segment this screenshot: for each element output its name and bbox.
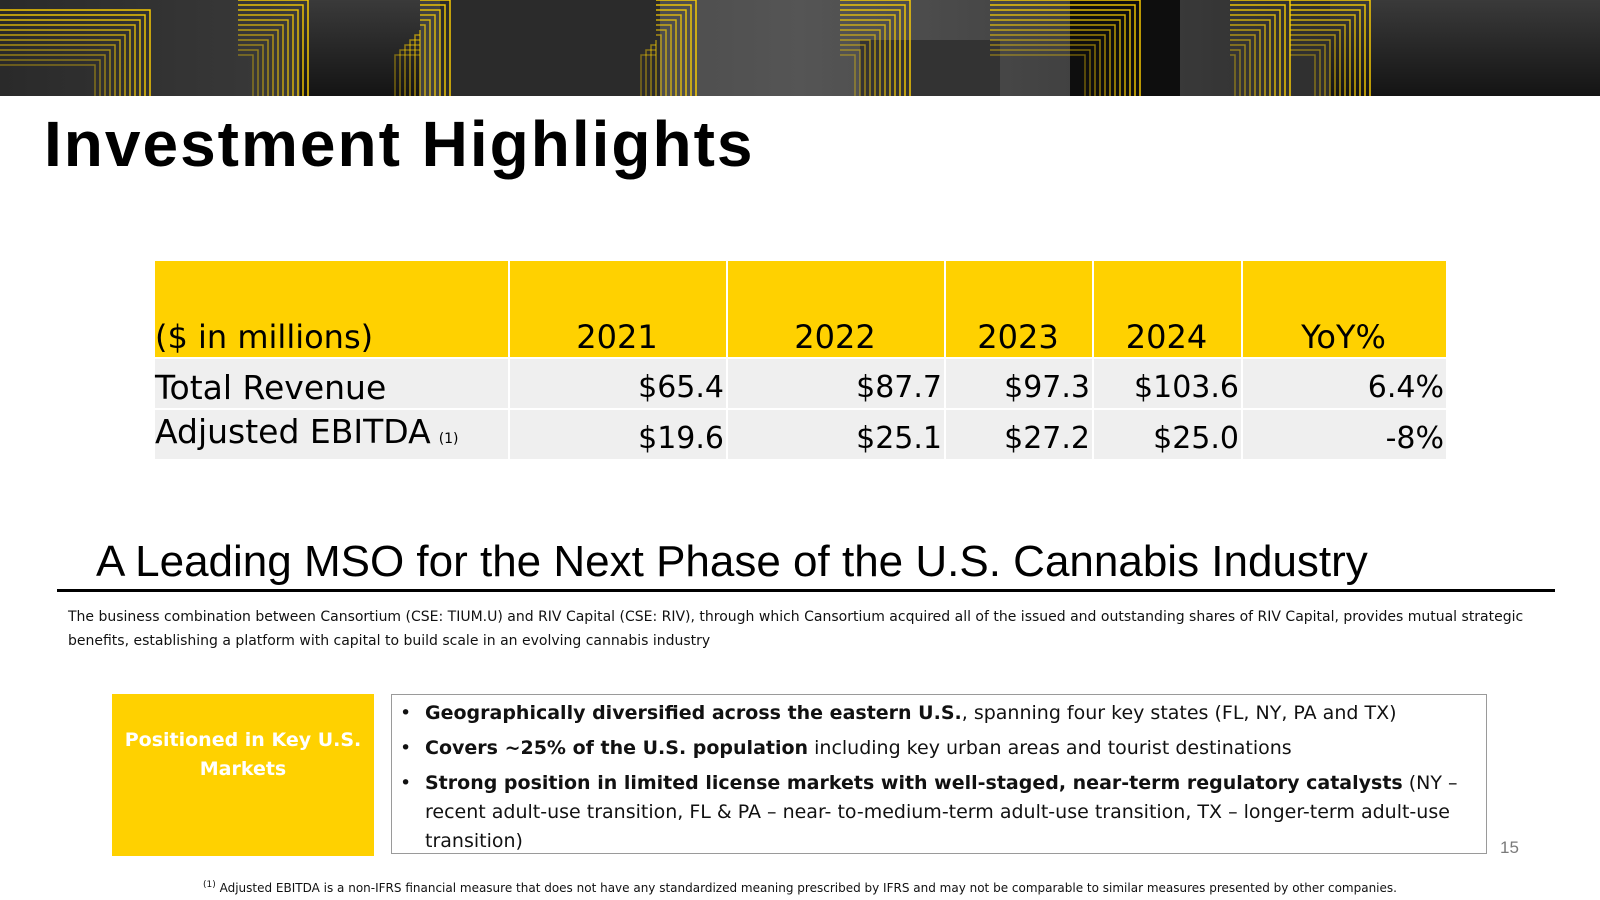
key-markets-bullets: • Geographically diversified across the … — [391, 694, 1487, 854]
bullet-bold-text: Covers ~25% of the U.S. population — [425, 737, 809, 759]
header-year-2022: 2022 — [726, 261, 945, 358]
key-markets-label-box: Positioned in Key U.S. Markets — [112, 694, 374, 856]
table-cell: $25.0 — [1092, 408, 1242, 459]
table-cell: $87.7 — [726, 357, 945, 409]
bullet-icon: • — [400, 737, 412, 759]
table-cell: $27.2 — [944, 408, 1093, 459]
key-markets-label: Positioned in Key U.S. Markets — [124, 729, 362, 780]
bullet-text: including key urban areas and tourist de… — [808, 737, 1292, 759]
header-yoy: YoY% — [1241, 261, 1446, 358]
row-label-text: Total Revenue — [155, 368, 387, 407]
footnote-text: Adjusted EBITDA is a non-IFRS financial … — [219, 881, 1397, 895]
page-number: 15 — [1500, 838, 1519, 857]
financial-summary-table: ($ in millions) 2021 2022 2023 2024 YoY%… — [155, 261, 1446, 459]
header-year-2024: 2024 — [1092, 261, 1242, 358]
row-label-text: Adjusted EBITDA — [155, 412, 431, 451]
section-heading: A Leading MSO for the Next Phase of the … — [96, 537, 1368, 586]
bullet-text: (NY – recent adult-use transition, FL & … — [425, 772, 1458, 852]
table-cell: $97.3 — [944, 357, 1093, 409]
table-cell: $103.6 — [1092, 357, 1242, 409]
table-row-adjusted-ebitda: Adjusted EBITDA (1) $19.6 $25.1 $27.2 $25… — [155, 408, 1446, 459]
header-units: ($ in millions) — [155, 261, 509, 358]
table-header-row: ($ in millions) 2021 2022 2023 2024 YoY% — [155, 261, 1446, 358]
footnote-reference: (1) — [438, 431, 459, 447]
row-label: Adjusted EBITDA (1) — [155, 408, 509, 459]
bullet-bold-text: Geographically diversified across the ea… — [425, 702, 962, 724]
list-item: • Covers ~25% of the U.S. population inc… — [398, 734, 1474, 763]
bullet-text: , spanning four key states (FL, NY, PA a… — [961, 702, 1397, 724]
row-label: Total Revenue — [155, 357, 509, 409]
table-cell: 6.4% — [1241, 357, 1446, 409]
list-item: • Geographically diversified across the … — [398, 699, 1474, 728]
section-description: The business combination between Cansort… — [68, 609, 1524, 649]
banner-pattern-image — [0, 0, 1600, 96]
page-title: Investment Highlights — [44, 108, 755, 180]
section-divider — [57, 589, 1555, 592]
header-year-2023: 2023 — [944, 261, 1093, 358]
table-cell: $25.1 — [726, 408, 945, 459]
table-cell: -8% — [1241, 408, 1446, 459]
footnote-marker: (1) — [203, 880, 216, 890]
bullet-icon: • — [400, 702, 412, 724]
table-cell: $19.6 — [508, 408, 727, 459]
bullet-bold-text: Strong position in limited license marke… — [425, 772, 1403, 794]
footnote: (1) Adjusted EBITDA is a non-IFRS financ… — [0, 877, 1600, 896]
table-row-total-revenue: Total Revenue $65.4 $87.7 $97.3 $103.6 6… — [155, 357, 1446, 409]
list-item: • Strong position in limited license mar… — [398, 769, 1474, 856]
table-cell: $65.4 — [508, 357, 727, 409]
header-year-2021: 2021 — [508, 261, 727, 358]
decorative-banner — [0, 0, 1600, 96]
bullet-list: • Geographically diversified across the … — [398, 699, 1474, 856]
bullet-icon: • — [400, 772, 412, 794]
